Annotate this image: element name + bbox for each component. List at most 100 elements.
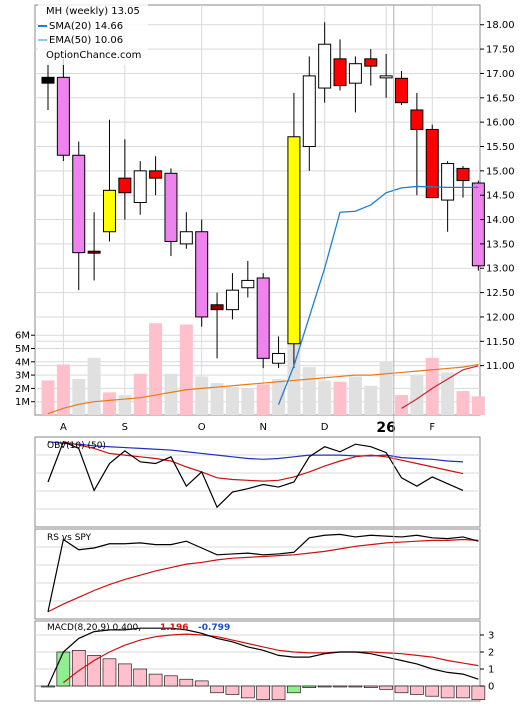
macd-axis: 0 1 2 3 (480, 631, 494, 693)
candle-body (102, 189, 116, 233)
macd-tick-label: 0 (488, 682, 494, 693)
macd-tick-label: 3 (488, 631, 494, 642)
macd-histogram-bar (41, 685, 55, 688)
candle-body (471, 182, 485, 267)
obv-short-average-line (63, 441, 464, 482)
candle-body (302, 75, 316, 147)
candle-body (441, 163, 455, 201)
macd-tick-label: 2 (488, 648, 494, 659)
volume-bar (241, 388, 255, 415)
date-tick-label: D (321, 422, 329, 433)
volume-tick-label: 2M (15, 384, 30, 395)
volume-bar (149, 323, 163, 415)
date-tick-label: F (429, 422, 435, 433)
macd-histogram-bar (317, 685, 332, 688)
candle-body (333, 58, 347, 87)
macd-histogram-bar (102, 658, 117, 687)
macd-histogram-bar (333, 685, 347, 688)
macd-histogram-bar (456, 685, 470, 699)
candlesticks (41, 22, 485, 369)
macd-histogram-bar (148, 673, 163, 687)
candle-body (395, 77, 409, 104)
macd-histogram-bar (425, 685, 440, 697)
candle-body (210, 304, 224, 311)
macd-histogram-bar (179, 678, 194, 687)
legend-sma: SMA(20) 14.66 (49, 21, 123, 32)
chart-legend: MH (weekly) 13.05 SMA(20) 14.66 EMA(50) … (38, 3, 148, 65)
volume-average-short-line (401, 365, 479, 409)
price-tick-label: 16.00 (486, 118, 515, 129)
price-tick-label: 17.50 (486, 45, 515, 56)
rs-panel (34, 528, 481, 620)
date-tick-label: N (259, 422, 266, 433)
volume-bar (272, 379, 286, 415)
candle-body (133, 170, 147, 204)
price-tick-label: 13.00 (486, 264, 515, 275)
macd-histogram-bar (71, 649, 86, 687)
price-tick-label: 15.50 (486, 142, 515, 153)
macd-lines (35, 627, 486, 700)
macd-signal-line (63, 633, 479, 684)
volume-tick-label: 3M (15, 371, 30, 382)
volume-bar (256, 384, 270, 415)
date-axis: A S O N D 26 F (60, 420, 435, 436)
candle-body (241, 279, 255, 289)
volume-axis: 1M 2M 3M 4M 5M 6M (15, 331, 35, 408)
price-tick-label: 12.50 (486, 288, 515, 299)
candle-body (379, 75, 393, 79)
legend-ema: EMA(50) 10.06 (49, 35, 123, 46)
volume-bar (195, 376, 209, 415)
date-tick-label: A (60, 422, 67, 433)
volume-bar (410, 375, 424, 415)
macd-label: MACD(8,20,9) 0.400, 1.196 -0.799 (47, 623, 230, 633)
legend-swatch-sma (38, 25, 47, 27)
macd-histogram-bar (410, 685, 424, 695)
candle-body (410, 109, 424, 130)
macd-histogram-bar (133, 668, 148, 687)
volume-bar (164, 373, 178, 415)
macd-histogram-bar (394, 685, 409, 694)
macd-histogram-bar (210, 685, 224, 694)
chart-title: MH (weekly) 13.05 (46, 6, 140, 17)
macd-histogram-bar (164, 675, 178, 687)
volume-tick-label: 6M (15, 331, 30, 342)
volume-tick-label: 4M (15, 357, 30, 368)
volume-bar (471, 396, 485, 415)
macd-hist-value: -0.799 (198, 623, 230, 633)
macd-label-prefix: MACD(8,20,9) 0.400, (47, 623, 141, 633)
price-tick-label: 15.00 (486, 166, 515, 177)
candle-body (364, 58, 378, 67)
legend-swatch-ema (38, 39, 47, 41)
date-tick-label: 26 (376, 420, 395, 436)
candle-body (179, 231, 193, 245)
rs-average-line (47, 538, 479, 613)
macd-histogram-bar (118, 663, 132, 687)
volume-bar (456, 391, 470, 415)
volume-bar (302, 367, 316, 415)
candle-body (256, 277, 270, 359)
macd-histogram-bar (225, 685, 240, 695)
candle-body (72, 154, 86, 254)
candle-body (164, 172, 178, 242)
price-axis: 11.00 11.50 12.00 12.50 13.00 13.50 14.00 14.50… (480, 20, 515, 372)
macd-histogram-bar (440, 685, 455, 699)
sma20-line (277, 185, 479, 405)
price-tick-label: 11.50 (486, 337, 515, 348)
macd-histogram-bar (348, 685, 363, 688)
price-tick-label: 14.00 (486, 215, 515, 226)
rs-label: RS vs SPY (47, 533, 92, 543)
macd-histogram-bar (256, 685, 270, 700)
macd-histogram-bar (287, 685, 301, 694)
macd-histogram-bar (194, 680, 209, 687)
candle-body (56, 76, 70, 156)
volume-bar (133, 373, 147, 415)
moving-averages (277, 185, 479, 405)
candle-body (456, 167, 470, 182)
volume-average-line (47, 363, 479, 415)
macd-line (47, 627, 479, 687)
macd-tick-label: 1 (488, 665, 494, 676)
volume-bar (102, 392, 116, 415)
volume-tick-label: 5M (15, 344, 30, 355)
price-tick-label: 12.00 (486, 312, 515, 323)
